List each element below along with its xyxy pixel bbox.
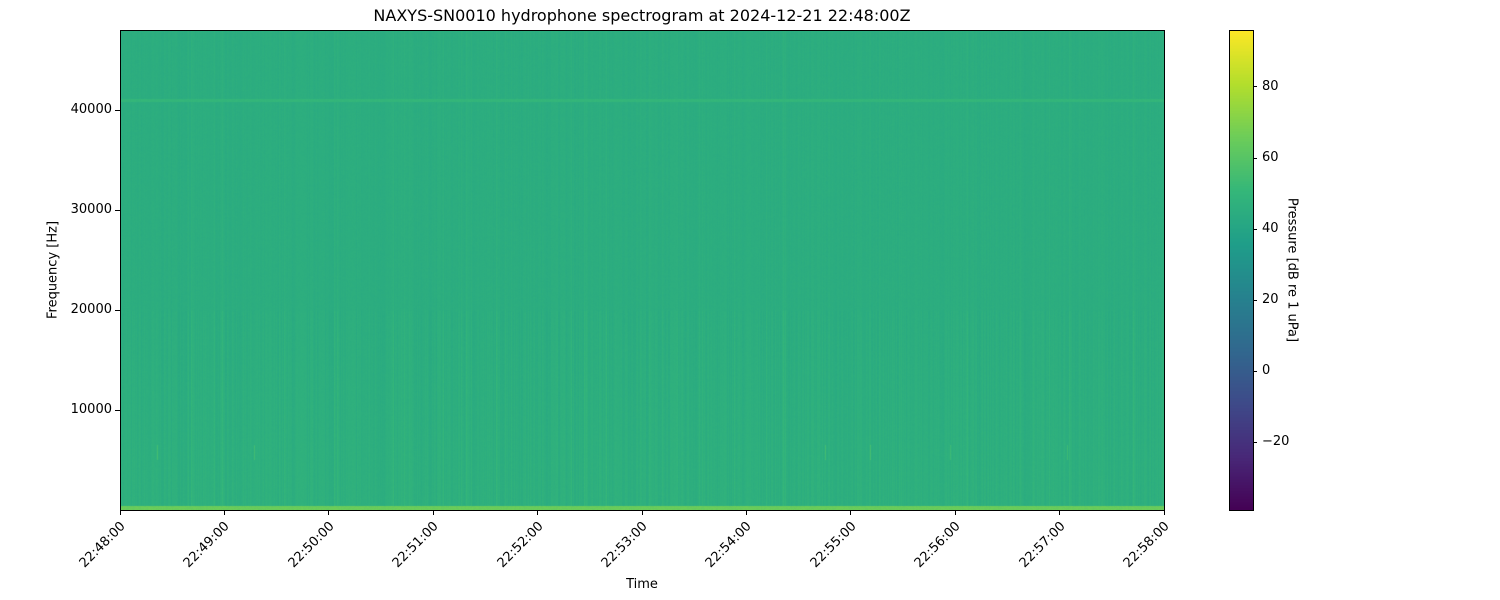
- x-tick-label: 22:49:00: [181, 519, 233, 571]
- y-tick-label: 10000: [70, 402, 112, 417]
- x-tick: [745, 510, 747, 515]
- x-tick: [537, 510, 539, 515]
- colorbar-tick-label: 80: [1262, 78, 1279, 94]
- colorbar-tick-label: 20: [1262, 292, 1279, 308]
- x-tick: [328, 510, 330, 515]
- x-tick-label: 22:54:00: [703, 519, 755, 571]
- y-axis-label: Frequency [Hz]: [45, 220, 61, 320]
- x-tick: [1163, 510, 1165, 515]
- x-tick: [223, 510, 225, 515]
- y-tick-label: 40000: [70, 102, 112, 117]
- colorbar-tick: [1253, 86, 1257, 88]
- x-tick-label: 22:53:00: [598, 519, 651, 571]
- x-tick-label: 22:48:00: [76, 519, 129, 571]
- x-tick-label: 22:57:00: [1016, 519, 1069, 571]
- x-tick: [432, 510, 434, 515]
- spectrogram-image: [120, 30, 1164, 510]
- y-tick: [115, 409, 120, 411]
- colorbar-tick-label: 60: [1262, 150, 1279, 165]
- x-tick-label: 22:52:00: [494, 519, 547, 571]
- y-tick: [115, 109, 120, 111]
- colorbar-tick: [1253, 228, 1257, 230]
- x-tick: [119, 510, 121, 515]
- colorbar-tick: [1253, 370, 1257, 372]
- colorbar-tick-label: 0: [1262, 363, 1271, 379]
- x-axis-label: Time: [626, 577, 658, 592]
- x-tick: [850, 510, 852, 515]
- y-tick-label: 20000: [70, 302, 112, 317]
- colorbar-tick: [1253, 157, 1257, 159]
- chart-title: NAXYS-SN0010 hydrophone spectrogram at 2…: [373, 6, 911, 25]
- x-tick-label: 22:50:00: [285, 519, 338, 571]
- colorbar-tick: [1253, 441, 1257, 443]
- colorbar-tick: [1253, 299, 1257, 301]
- x-tick-label: 22:56:00: [911, 519, 964, 571]
- colorbar-tick-label: 40: [1262, 221, 1279, 237]
- colorbar-label: Pressure [dB re 1 uPa]: [1284, 197, 1300, 343]
- y-tick: [115, 309, 120, 311]
- x-tick-label: 22:55:00: [807, 519, 860, 571]
- x-tick: [641, 510, 643, 515]
- colorbar-tick-label: −20: [1262, 434, 1290, 450]
- x-tick: [954, 510, 956, 515]
- y-tick-label: 30000: [70, 202, 112, 217]
- colorbar: [1229, 30, 1253, 510]
- x-tick: [1059, 510, 1061, 515]
- x-tick-label: 22:58:00: [1120, 519, 1173, 571]
- y-tick: [115, 209, 120, 211]
- x-tick-label: 22:51:00: [389, 519, 442, 571]
